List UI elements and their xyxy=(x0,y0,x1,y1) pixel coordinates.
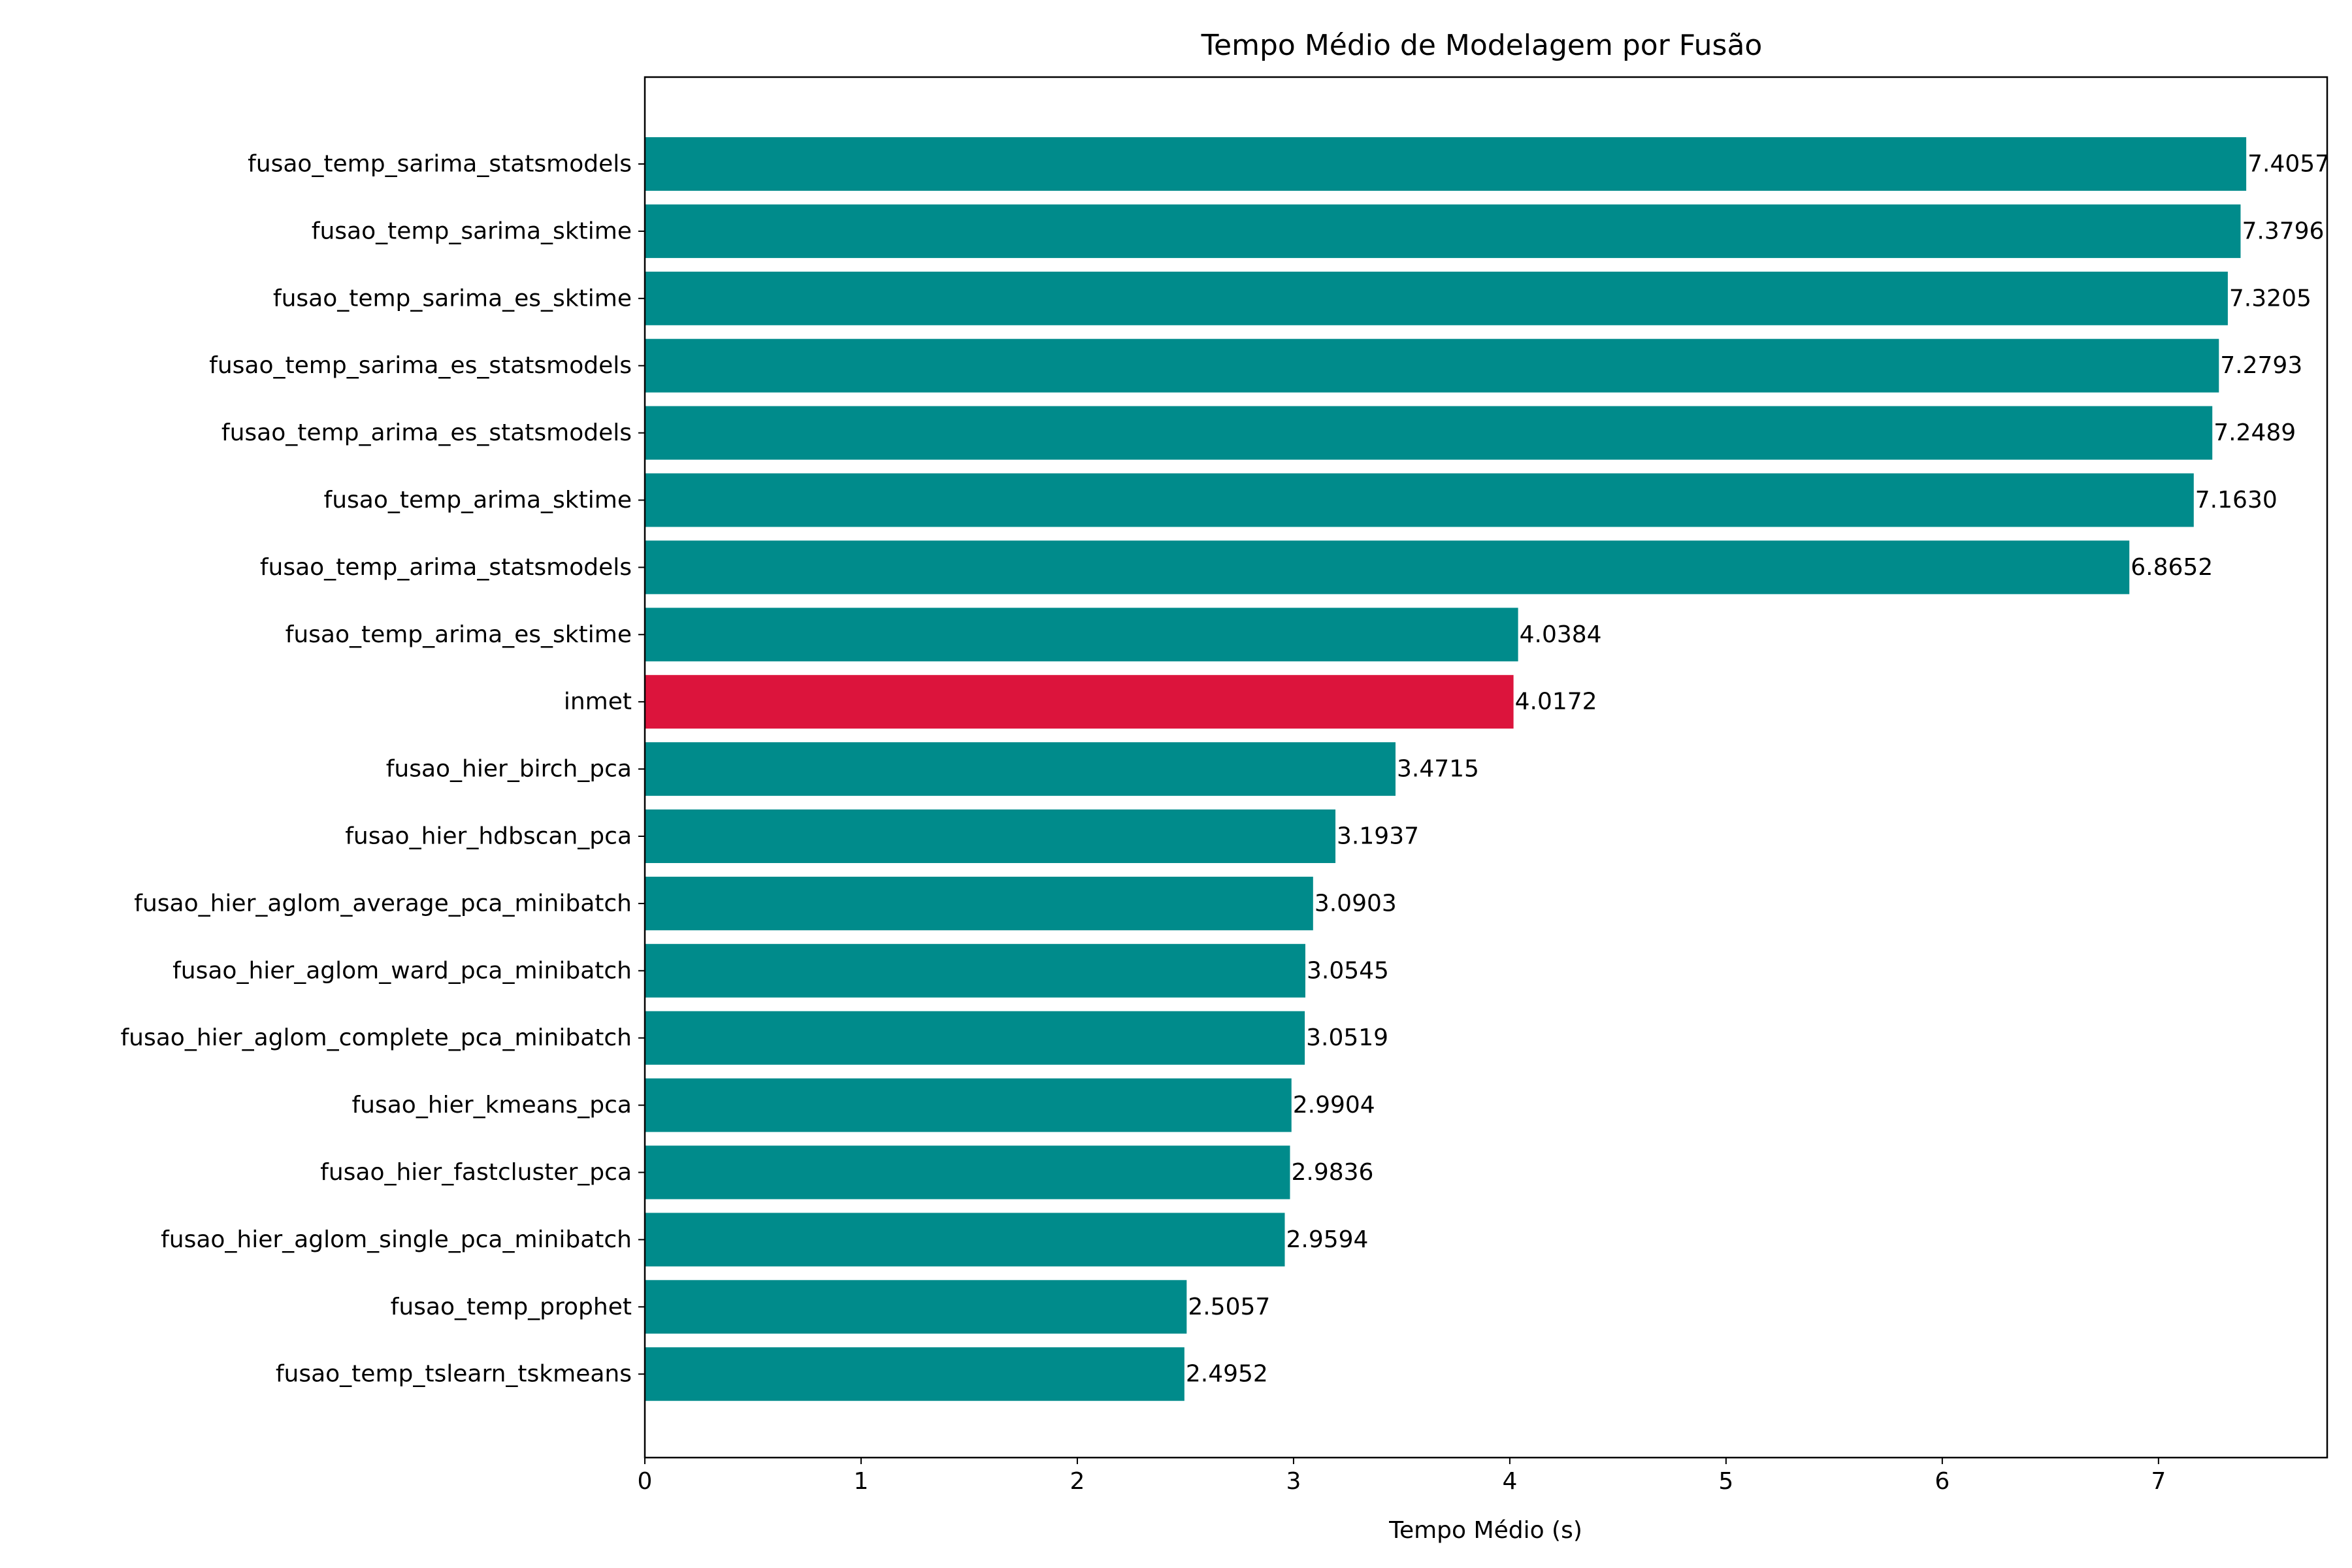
bar-fusao_temp_prophet xyxy=(645,1280,1187,1334)
data-label-fusao_hier_fastcluster_pca: 2.9836 xyxy=(1292,1159,1374,1186)
bar-fusao_temp_arima_es_sktime xyxy=(645,608,1518,662)
y-tick-label-fusao_hier_aglom_average_pca_minibatch: fusao_hier_aglom_average_pca_minibatch xyxy=(134,890,632,917)
x-tick-label-5: 5 xyxy=(1718,1468,1733,1495)
x-tick-label-6: 6 xyxy=(1935,1468,1950,1495)
x-tick-label-0: 0 xyxy=(638,1468,653,1495)
data-label-fusao_hier_aglom_ward_pca_minibatch: 3.0545 xyxy=(1307,957,1389,984)
data-label-inmet: 4.0172 xyxy=(1515,689,1597,715)
data-label-fusao_temp_sarima_es_sktime: 7.3205 xyxy=(2229,285,2311,312)
x-tick-label-2: 2 xyxy=(1070,1468,1085,1495)
data-label-fusao_temp_prophet: 2.5057 xyxy=(1188,1294,1270,1320)
y-tick-label-fusao_temp_arima_statsmodels: fusao_temp_arima_statsmodels xyxy=(260,554,632,581)
y-tick-label-fusao_hier_birch_pca: fusao_hier_birch_pca xyxy=(386,756,632,783)
data-label-fusao_hier_birch_pca: 3.4715 xyxy=(1397,756,1479,783)
data-label-fusao_hier_aglom_single_pca_minibatch: 2.9594 xyxy=(1286,1226,1368,1253)
bar-fusao_temp_sarima_es_statsmodels xyxy=(645,338,2219,393)
y-tick-label-fusao_temp_prophet: fusao_temp_prophet xyxy=(391,1294,632,1320)
data-label-fusao_temp_sarima_sktime: 7.3796 xyxy=(2242,218,2324,244)
data-label-fusao_temp_sarima_es_statsmodels: 7.2793 xyxy=(2220,352,2302,379)
bar-fusao_temp_sarima_es_sktime xyxy=(645,271,2228,325)
bar-fusao_hier_aglom_ward_pca_minibatch xyxy=(645,943,1305,998)
bar-fusao_hier_aglom_complete_pca_minibatch xyxy=(645,1011,1305,1065)
y-tick-label-fusao_hier_aglom_complete_pca_minibatch: fusao_hier_aglom_complete_pca_minibatch xyxy=(121,1024,632,1051)
data-label-fusao_temp_sarima_statsmodels: 7.4057 xyxy=(2247,151,2330,178)
x-tick-label-3: 3 xyxy=(1286,1468,1301,1495)
bar-fusao_hier_aglom_average_pca_minibatch xyxy=(645,876,1313,930)
y-tick-label-fusao_temp_arima_es_statsmodels: fusao_temp_arima_es_statsmodels xyxy=(221,419,632,446)
data-label-fusao_temp_arima_sktime: 7.1630 xyxy=(2195,487,2278,514)
y-tick-label-fusao_hier_kmeans_pca: fusao_hier_kmeans_pca xyxy=(351,1092,632,1119)
y-tick-label-fusao_temp_arima_sktime: fusao_temp_arima_sktime xyxy=(324,487,632,514)
data-label-fusao_hier_kmeans_pca: 2.9904 xyxy=(1293,1092,1375,1119)
bar-fusao_temp_tslearn_tskmeans xyxy=(645,1347,1184,1401)
bar-fusao_hier_aglom_single_pca_minibatch xyxy=(645,1213,1285,1267)
x-axis-ticks: 0 1 2 3 4 5 6 7 xyxy=(638,1458,2166,1495)
x-tick-label-4: 4 xyxy=(1502,1468,1517,1495)
data-label-fusao_hier_aglom_complete_pca_minibatch: 3.0519 xyxy=(1306,1024,1388,1051)
y-tick-label-fusao_temp_arima_es_sktime: fusao_temp_arima_es_sktime xyxy=(286,621,632,648)
bar-fusao_hier_hdbscan_pca xyxy=(645,809,1336,863)
data-label-fusao_temp_arima_statsmodels: 6.8652 xyxy=(2131,554,2213,581)
y-tick-label-fusao_temp_tslearn_tskmeans: fusao_temp_tslearn_tskmeans xyxy=(276,1361,632,1388)
bar-fusao_hier_birch_pca xyxy=(645,742,1396,796)
y-tick-label-inmet: inmet xyxy=(564,689,632,715)
bar-fusao_hier_fastcluster_pca xyxy=(645,1145,1290,1200)
data-label-fusao_temp_arima_es_sktime: 4.0384 xyxy=(1520,621,1602,648)
y-tick-label-fusao_temp_sarima_sktime: fusao_temp_sarima_sktime xyxy=(312,218,632,244)
y-axis-ticks: fusao_temp_sarima_statsmodels fusao_temp_… xyxy=(121,151,645,1388)
bar-inmet xyxy=(645,675,1514,729)
bar-fusao_temp_arima_sktime xyxy=(645,473,2194,527)
data-labels-layer: 7.4057 7.3796 7.3205 7.2793 7.2489 7.1630 6.86… xyxy=(1186,151,2330,1388)
bar-fusao_temp_sarima_sktime xyxy=(645,204,2241,258)
bars-layer xyxy=(645,137,2247,1401)
bar-fusao_temp_arima_statsmodels xyxy=(645,540,2130,595)
data-label-fusao_hier_aglom_average_pca_minibatch: 3.0903 xyxy=(1315,890,1397,917)
x-axis-label: Tempo Médio (s) xyxy=(1388,1517,1582,1544)
bar-fusao_temp_sarima_statsmodels xyxy=(645,137,2247,191)
bar-fusao_hier_kmeans_pca xyxy=(645,1078,1292,1132)
data-label-fusao_temp_tslearn_tskmeans: 2.4952 xyxy=(1186,1361,1268,1388)
data-label-fusao_temp_arima_es_statsmodels: 7.2489 xyxy=(2213,419,2296,446)
y-tick-label-fusao_hier_hdbscan_pca: fusao_hier_hdbscan_pca xyxy=(345,823,632,850)
x-tick-label-7: 7 xyxy=(2151,1468,2166,1495)
y-tick-label-fusao_hier_fastcluster_pca: fusao_hier_fastcluster_pca xyxy=(320,1159,632,1186)
chart-title: Tempo Médio de Modelagem por Fusão xyxy=(1201,29,1763,62)
y-tick-label-fusao_temp_sarima_es_statsmodels: fusao_temp_sarima_es_statsmodels xyxy=(209,352,632,379)
plot-frame xyxy=(644,76,2328,1459)
y-tick-label-fusao_temp_sarima_es_sktime: fusao_temp_sarima_es_sktime xyxy=(273,285,632,312)
y-tick-label-fusao_hier_aglom_single_pca_minibatch: fusao_hier_aglom_single_pca_minibatch xyxy=(161,1226,632,1253)
bar-fusao_temp_arima_es_statsmodels xyxy=(645,406,2213,460)
x-tick-label-1: 1 xyxy=(854,1468,869,1495)
data-label-fusao_hier_hdbscan_pca: 3.1937 xyxy=(1337,823,1419,850)
y-tick-label-fusao_temp_sarima_statsmodels: fusao_temp_sarima_statsmodels xyxy=(248,151,632,178)
y-tick-label-fusao_hier_aglom_ward_pca_minibatch: fusao_hier_aglom_ward_pca_minibatch xyxy=(172,957,632,984)
